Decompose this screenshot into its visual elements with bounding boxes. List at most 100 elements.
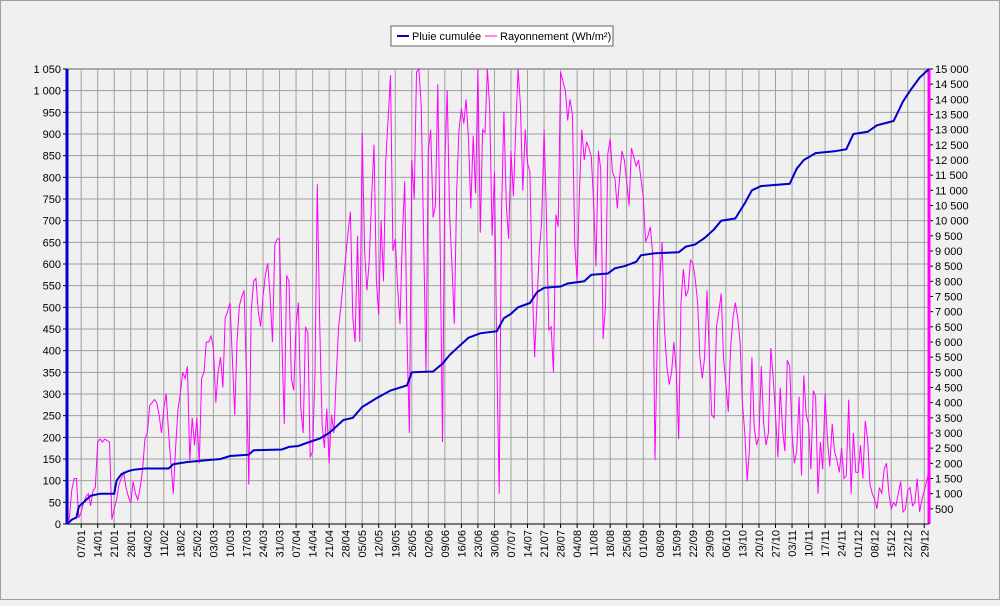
x-tick-label: 30/06 xyxy=(489,530,501,558)
x-tick-label: 08/09 xyxy=(655,530,667,558)
left-tick-label: 1 050 xyxy=(33,64,61,76)
legend: Pluie cumulée Rayonnement (Wh/m²) xyxy=(390,25,614,47)
x-tick-label: 01/12 xyxy=(853,530,865,558)
left-tick-label: 300 xyxy=(43,389,61,401)
right-tick-label: 12 000 xyxy=(935,155,969,167)
x-tick-label: 11/08 xyxy=(589,530,601,557)
right-tick-label: 500 xyxy=(935,504,953,516)
right-tick-label: 12 500 xyxy=(935,140,969,152)
right-tick-label: 3 000 xyxy=(935,428,963,440)
left-tick-label: 200 xyxy=(43,432,61,444)
x-tick-label: 29/09 xyxy=(704,530,716,558)
x-tick-label: 17/03 xyxy=(241,530,253,558)
x-tick-label: 21/01 xyxy=(109,530,121,558)
right-tick-label: 7 500 xyxy=(935,292,963,304)
left-tick-label: 450 xyxy=(43,324,61,336)
x-tick-label: 06/10 xyxy=(721,530,733,558)
left-tick-label: 150 xyxy=(43,454,61,466)
x-tick-label: 15/09 xyxy=(671,530,683,558)
x-tick-label: 10/11 xyxy=(804,530,816,557)
right-tick-label: 7 000 xyxy=(935,307,963,319)
left-tick-label: 700 xyxy=(43,216,61,228)
left-tick-label: 650 xyxy=(43,237,61,249)
left-tick-label: 1 000 xyxy=(33,86,61,98)
x-tick-label: 10/03 xyxy=(225,530,237,558)
x-tick-label: 18/02 xyxy=(175,530,187,558)
right-tick-label: 1 500 xyxy=(935,474,963,486)
right-tick-label: 8 500 xyxy=(935,261,963,273)
right-tick-label: 5 500 xyxy=(935,352,963,364)
right-tick-label: 8 000 xyxy=(935,276,963,288)
grid xyxy=(67,69,929,524)
right-tick-label: 1 000 xyxy=(935,489,963,501)
plot-area xyxy=(66,68,930,525)
x-tick-label: 27/10 xyxy=(770,530,782,558)
x-tick-label: 31/03 xyxy=(275,530,287,558)
x-tick-label: 21/04 xyxy=(324,530,336,558)
right-tick-label: 13 500 xyxy=(935,110,969,122)
right-tick-label: 15 000 xyxy=(935,64,969,76)
x-tick-label: 23/06 xyxy=(473,530,485,558)
x-tick-label: 04/08 xyxy=(572,530,584,558)
left-tick-label: 550 xyxy=(43,281,61,293)
x-tick-label: 07/01 xyxy=(76,530,88,558)
right-tick-label: 9 000 xyxy=(935,246,963,258)
x-tick-label: 01/09 xyxy=(638,530,650,558)
left-tick-label: 750 xyxy=(43,194,61,206)
x-tick-label: 25/08 xyxy=(622,530,634,558)
x-tick-label: 25/02 xyxy=(192,530,204,558)
x-tick-label: 08/12 xyxy=(870,530,882,558)
x-tick-label: 07/07 xyxy=(506,530,518,558)
x-tick-label: 09/06 xyxy=(440,530,452,558)
left-tick-label: 600 xyxy=(43,259,61,271)
x-tick-label: 14/04 xyxy=(308,530,320,558)
x-tick-label: 05/05 xyxy=(357,530,369,558)
x-tick-label: 28/01 xyxy=(126,530,138,558)
right-tick-label: 9 500 xyxy=(935,231,963,243)
x-tick-label: 28/07 xyxy=(556,530,568,558)
x-tick-label: 18/08 xyxy=(605,530,617,558)
x-axis: 07/01 14/01 21/01 28/01 04/02 11/02 18/02 25/02… xyxy=(67,523,931,558)
left-axis: 0 50 100 150 200 250 300 350 400 450 500 550 600 650 7… xyxy=(33,64,69,531)
right-tick-label: 10 000 xyxy=(935,216,969,228)
series-layer xyxy=(66,67,930,525)
x-tick-label: 24/03 xyxy=(258,530,270,558)
x-tick-label: 16/06 xyxy=(456,530,468,558)
x-tick-label: 20/10 xyxy=(754,530,766,558)
right-tick-label: 6 500 xyxy=(935,322,963,334)
right-axis: 500 1 000 1 500 2 000 2 500 3 000 3 500 4 000 4 … xyxy=(927,64,969,524)
x-tick-label: 26/05 xyxy=(407,530,419,558)
x-tick-label: 21/07 xyxy=(539,530,551,558)
x-tick-label: 03/03 xyxy=(208,530,220,558)
x-tick-label: 07/04 xyxy=(291,530,303,558)
left-tick-label: 850 xyxy=(43,151,61,163)
x-tick-label: 12/05 xyxy=(374,530,386,558)
x-tick-label: 22/09 xyxy=(688,530,700,558)
x-tick-label: 11/02 xyxy=(159,530,171,557)
right-tick-label: 11 000 xyxy=(935,185,968,197)
x-tick-label: 14/07 xyxy=(523,530,535,558)
left-tick-label: 950 xyxy=(43,107,61,119)
x-tick-label: 13/10 xyxy=(737,530,749,558)
right-tick-label: 4 000 xyxy=(935,398,963,410)
series-pluie-cumulee xyxy=(66,68,930,525)
right-tick-label: 11 500 xyxy=(935,170,968,182)
x-tick-label: 15/12 xyxy=(886,530,898,558)
x-tick-label: 17/11 xyxy=(820,530,832,557)
left-tick-label: 500 xyxy=(43,302,61,314)
legend-label-rayonnement: Rayonnement (Wh/m²) xyxy=(500,31,611,43)
right-tick-label: 2 000 xyxy=(935,458,963,470)
left-tick-label: 250 xyxy=(43,411,61,423)
x-tick-label: 19/05 xyxy=(390,530,402,558)
x-tick-label: 29/12 xyxy=(919,530,931,558)
x-tick-label: 03/11 xyxy=(787,530,799,557)
x-tick-label: 22/12 xyxy=(903,530,915,558)
x-tick-label: 04/02 xyxy=(142,530,154,558)
right-tick-label: 6 000 xyxy=(935,337,963,349)
left-tick-label: 350 xyxy=(43,367,61,379)
right-tick-label: 5 000 xyxy=(935,367,963,379)
legend-box xyxy=(390,25,614,47)
right-tick-label: 2 500 xyxy=(935,443,963,455)
series-rayonnement xyxy=(66,67,930,525)
